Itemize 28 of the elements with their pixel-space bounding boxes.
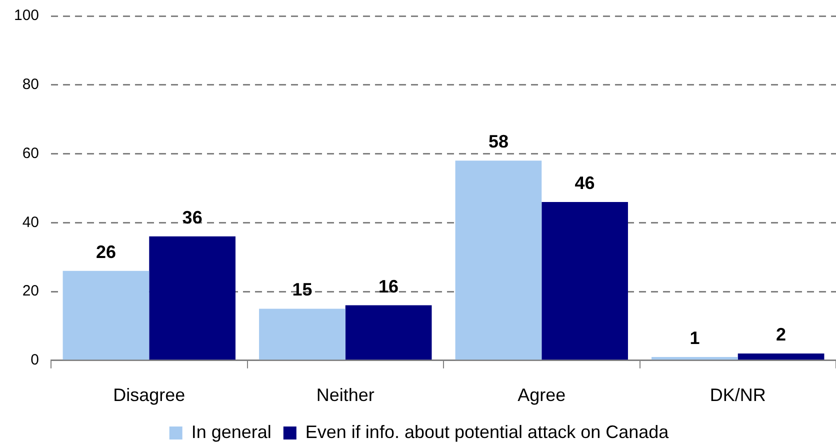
data-label: 2 — [776, 324, 786, 344]
bar — [455, 160, 542, 360]
data-label: 36 — [182, 207, 202, 228]
x-tick-label: DK/NR — [710, 385, 766, 406]
data-label: 58 — [488, 132, 508, 152]
x-tick-label: Neither — [316, 385, 374, 406]
bar — [259, 308, 346, 360]
y-tick-label: 100 — [14, 7, 40, 24]
data-label: 26 — [96, 242, 116, 262]
y-tick-label: 80 — [22, 76, 40, 94]
data-label: 1 — [690, 328, 700, 348]
y-tick-label: 0 — [30, 352, 40, 369]
bar — [542, 202, 628, 360]
bar — [62, 270, 150, 360]
bar — [149, 236, 236, 360]
x-tick-label: Agree — [518, 385, 566, 406]
legend-label: In general — [191, 422, 272, 442]
bar — [345, 305, 432, 360]
legend-label: Even if info. about potential attack on Canada — [305, 422, 670, 442]
x-tick-label: Disagree — [113, 385, 186, 406]
data-label: 46 — [574, 172, 595, 193]
bar — [652, 356, 738, 360]
y-tick-label: 20 — [22, 282, 40, 300]
y-tick-label: 40 — [22, 214, 40, 231]
data-label: 15 — [292, 280, 312, 300]
data-label: 16 — [378, 276, 399, 296]
y-tick-label: 60 — [22, 144, 40, 162]
bar — [738, 354, 824, 360]
